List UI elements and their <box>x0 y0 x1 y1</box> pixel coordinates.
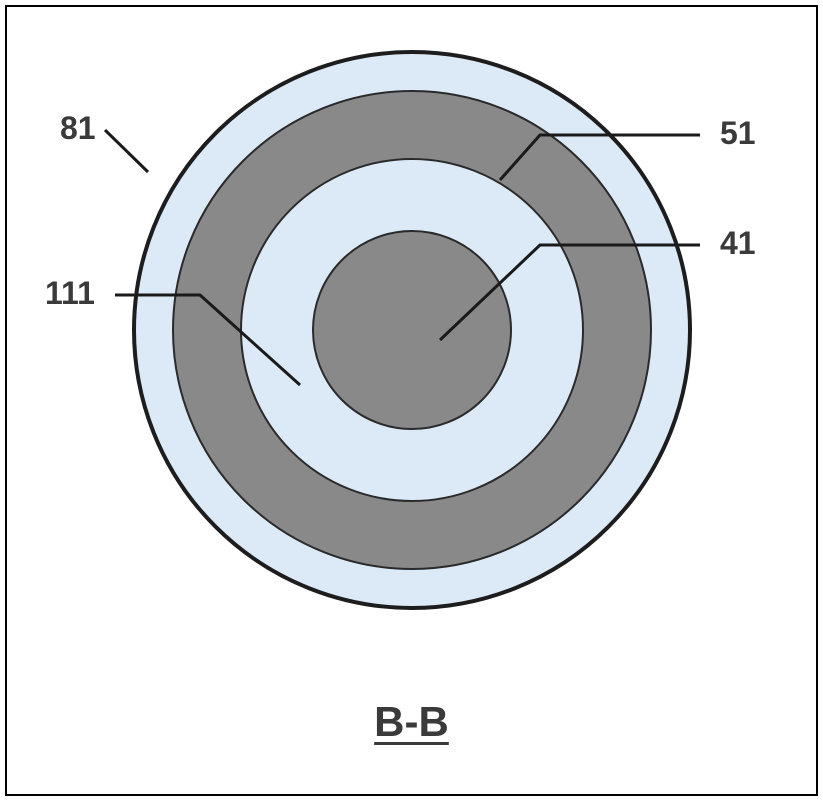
callout-label-c41: 41 <box>720 225 756 262</box>
leader-c51 <box>500 135 700 180</box>
section-caption: B-B <box>374 698 449 746</box>
leader-c81 <box>105 130 148 172</box>
leader-lines <box>0 0 823 801</box>
leader-c41 <box>440 245 700 340</box>
callout-label-c81: 81 <box>60 110 96 147</box>
callout-label-c51: 51 <box>720 115 756 152</box>
leader-c111 <box>115 295 300 385</box>
callout-label-c111: 111 <box>45 275 95 312</box>
